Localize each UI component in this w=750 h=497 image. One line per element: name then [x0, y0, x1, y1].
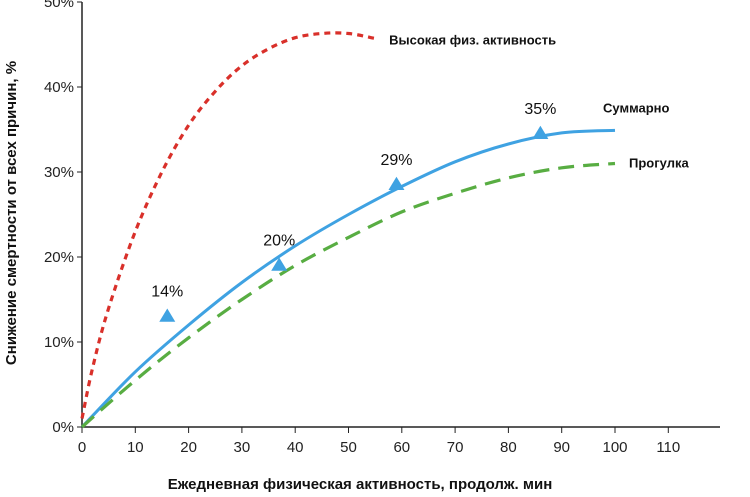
- series-labels: Высокая физ. активность Суммарно Прогулка: [389, 33, 689, 171]
- x-tick-label: 30: [234, 439, 251, 456]
- x-tick-label: 90: [553, 439, 570, 456]
- x-tick-label: 110: [656, 439, 680, 456]
- x-tick-label: 60: [393, 439, 410, 456]
- x-tick-label: 50: [340, 439, 357, 456]
- x-tick-label: 100: [602, 439, 627, 456]
- data-markers: 14% 20% 29% 35%: [151, 101, 556, 322]
- triangle-marker: [159, 308, 176, 322]
- x-tick-label: 20: [180, 439, 197, 456]
- series-lines: [80, 31, 616, 429]
- data-label: 29%: [380, 152, 412, 169]
- x-tick-label: 40: [287, 439, 304, 456]
- y-tick-label: 10%: [44, 334, 74, 351]
- series-label-walking: Прогулка: [629, 156, 689, 171]
- series-line-high-activity: [80, 31, 376, 419]
- y-tick-label: 20%: [44, 249, 74, 266]
- x-axis-title: Ежедневная физическая активность, продол…: [168, 476, 553, 493]
- series-line-total: [80, 128, 616, 429]
- data-label: 35%: [524, 101, 556, 118]
- x-tick-label: 80: [500, 439, 517, 456]
- y-tick-label: 0%: [52, 419, 74, 436]
- y-tick-label: 40%: [44, 79, 74, 96]
- data-label: 14%: [151, 284, 183, 301]
- triangle-marker: [271, 257, 288, 271]
- triangle-marker: [532, 125, 549, 139]
- x-tick-label: 10: [127, 439, 144, 456]
- x-tick-label: 70: [447, 439, 464, 456]
- y-tick-label: 50%: [44, 0, 74, 11]
- tick-labels: 0 10 20 30 40 50 60 70 80 90 100 110 0% 10% 20% 30% 40% 5…: [44, 0, 680, 456]
- y-axis-title: Снижение смертности от всех причин, %: [3, 61, 20, 365]
- series-label-total: Суммарно: [603, 100, 670, 115]
- y-tick-label: 30%: [44, 164, 74, 181]
- axes: [81, 2, 720, 428]
- data-label: 20%: [263, 233, 295, 250]
- series-label-high-activity: Высокая физ. активность: [389, 33, 556, 48]
- series-line-walking: [80, 161, 616, 429]
- triangle-marker: [388, 176, 405, 190]
- x-tick-label: 0: [78, 439, 86, 456]
